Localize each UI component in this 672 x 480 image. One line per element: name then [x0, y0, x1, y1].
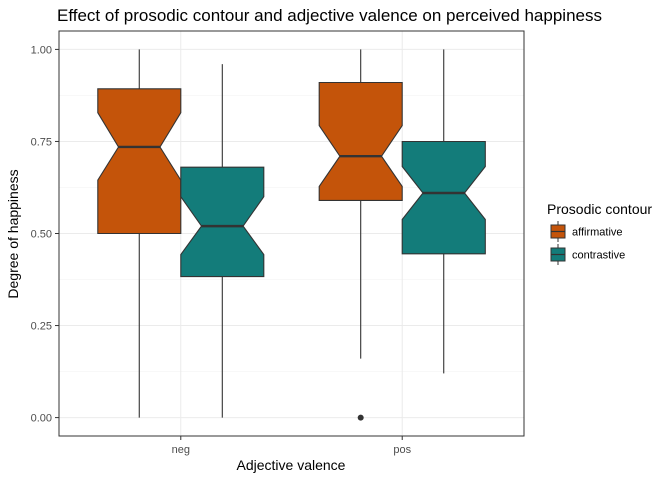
legend-title: Prosodic contour — [547, 201, 652, 217]
x-tick-label: neg — [172, 444, 190, 456]
y-tick-label: 0.75 — [31, 136, 52, 148]
chart-title: Effect of prosodic contour and adjective… — [57, 6, 602, 25]
boxes — [97, 49, 486, 421]
box-body — [318, 81, 403, 201]
y-tick-label: 1.00 — [31, 44, 52, 56]
box-affirmative-pos — [318, 49, 403, 421]
x-axis-title: Adjective valence — [237, 457, 346, 473]
y-tick-label: 0.50 — [31, 229, 52, 241]
box-body — [401, 140, 486, 255]
legend-key-contrastive: contrastive — [550, 244, 625, 265]
legend-label: affirmative — [572, 227, 623, 239]
box-affirmative-neg — [97, 49, 182, 418]
legend-label: contrastive — [572, 250, 625, 262]
box-contrastive-neg — [180, 64, 265, 418]
x-axis: neg pos — [172, 436, 412, 456]
y-axis-title: Degree of happiness — [5, 169, 21, 298]
box-contrastive-pos — [401, 49, 486, 374]
box-body — [180, 166, 265, 278]
legend-key-affirmative: affirmative — [550, 221, 623, 242]
y-tick-label: 0.00 — [31, 413, 52, 425]
box-body — [97, 88, 182, 235]
legend: Prosodic contour affirmative contrastive — [547, 201, 652, 265]
y-axis: 0.00 0.25 0.50 0.75 1.00 — [31, 44, 59, 425]
y-tick-label: 0.25 — [31, 321, 52, 333]
outlier-point — [357, 414, 364, 421]
x-tick-label: pos — [393, 444, 411, 456]
